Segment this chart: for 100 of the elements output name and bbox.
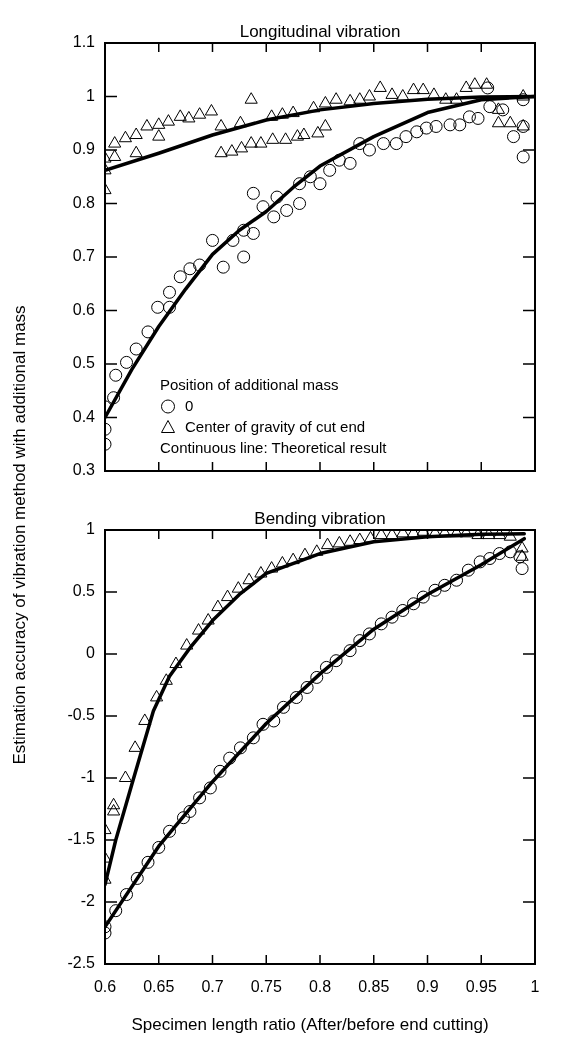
point [343,534,357,546]
point [233,741,247,755]
point [159,673,173,685]
y-tick-label: 0.6 [72,300,96,318]
point [303,170,317,184]
point [300,680,314,694]
point [150,689,164,702]
point [152,129,166,141]
point [516,150,530,164]
point [363,530,378,543]
point [276,700,290,714]
point [130,871,144,885]
point [343,156,357,170]
x-tick-label: 0.85 [358,978,390,996]
point [313,177,327,191]
point [406,82,421,95]
point [225,144,239,156]
point [353,634,367,648]
point [129,127,143,140]
point [290,129,304,141]
point [163,285,176,299]
point [233,115,248,128]
y-tick-label: 0.3 [72,461,96,479]
point [419,121,433,135]
point [439,92,453,104]
point [270,190,284,204]
point [286,105,300,118]
point [503,530,517,541]
point [362,143,376,157]
point [129,342,143,356]
point [310,544,324,556]
point [416,82,430,95]
point [438,578,452,592]
point [237,223,251,237]
point [385,610,399,624]
point [109,904,123,918]
point [473,555,487,569]
point [214,118,228,131]
y-tick-label: 1.1 [72,33,96,51]
point [107,803,121,816]
point [141,325,155,339]
point [201,613,215,625]
point [280,203,294,217]
point [163,300,176,314]
point [151,300,165,314]
point [318,95,332,108]
point [427,87,441,99]
point [169,656,183,669]
point [275,107,289,119]
point [329,92,343,104]
point [306,100,321,113]
point [385,530,399,540]
point [107,797,121,810]
point [449,92,464,104]
point [311,125,325,138]
point [329,654,343,668]
point [410,125,424,139]
point [234,140,249,153]
point [428,583,442,597]
point [471,111,485,125]
y-axis-title: Estimation accuracy of vibration method with additional mass [10,305,30,765]
point [450,573,464,587]
point [293,177,307,191]
y-tick-label: -0.5 [67,706,96,724]
point [461,563,475,577]
chart-title: Longitudinal vibration [239,22,401,42]
point [118,770,132,782]
point [183,262,197,276]
point [376,137,390,151]
point [491,115,506,128]
point [193,258,207,272]
point [140,118,154,131]
point [429,119,443,133]
point [220,589,235,602]
point [332,535,346,548]
point [244,92,258,104]
x-tick-label: 0.75 [250,978,282,996]
point [310,670,324,684]
point [516,93,530,107]
point [109,368,123,382]
point [373,80,387,92]
point [471,530,485,540]
y-tick-label: 0.8 [72,193,96,211]
point [515,562,529,576]
point [320,537,335,550]
point [244,136,258,148]
point [141,855,155,869]
point [129,145,143,158]
y-tick-label: 0.5 [72,582,96,600]
point [193,791,207,805]
point [297,127,311,140]
point [242,572,256,585]
point [176,811,190,825]
y-tick-label: -1.5 [67,830,96,848]
point [214,145,228,158]
point [107,391,121,405]
point [213,764,227,778]
point [481,81,495,95]
point [108,136,122,148]
x-tick-label: 0.9 [416,978,439,996]
